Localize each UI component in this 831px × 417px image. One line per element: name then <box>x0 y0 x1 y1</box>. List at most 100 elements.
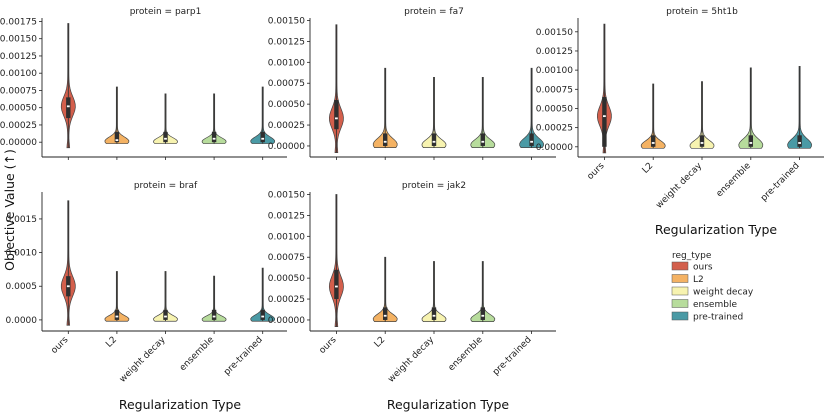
y-tick-label: 0.00025 <box>268 121 305 131</box>
panel-5ht1b: protein = 5ht1b 0.00000 0.00025 0.00050 0.00… <box>536 7 824 211</box>
legend-swatch-weight-decay <box>671 286 689 296</box>
median-marker <box>115 315 119 318</box>
x-tick-label: ensemble <box>715 161 754 200</box>
y-tick-label: 0.00050 <box>0 104 37 114</box>
x-tick-label: pre-trained <box>759 161 802 204</box>
panel-fa7: protein = fa7 0.00000 0.00025 0.00050 0.0007… <box>268 7 556 160</box>
x-axis-title-panel-jak2: Regularization Type <box>387 397 510 412</box>
legend-title: reg_type <box>672 251 712 261</box>
x-tick-label: L2 <box>373 335 388 350</box>
iqr-box <box>114 309 120 320</box>
legend-label-weight-decay: weight decay <box>693 288 754 298</box>
x-tick-label: weight decay <box>118 335 168 385</box>
y-tick-label: 0.00000 <box>536 143 573 153</box>
panel-braf: protein = braf 0.0000 0.0005 0.0010 0.0015 ou… <box>6 181 287 385</box>
y-tick-label: 0.00050 <box>536 104 573 114</box>
y-tick-label: 0.00000 <box>268 142 305 152</box>
y-tick-label: 0.00050 <box>268 274 305 284</box>
y-tick-label: 0.00125 <box>536 47 573 57</box>
y-axis-title: Objective Value (↑) <box>2 149 17 271</box>
median-marker <box>212 315 216 318</box>
y-tick-label: 0.00125 <box>0 52 37 62</box>
iqr-box <box>260 309 265 320</box>
y-tick-label: 0.0010 <box>6 249 38 259</box>
y-tick-label: 0.00125 <box>268 37 305 47</box>
y-tick-label: 0.00100 <box>268 232 305 242</box>
y-tick-label: 0.00175 <box>0 17 37 27</box>
median-marker <box>481 314 485 317</box>
legend-swatch-ours <box>671 261 689 271</box>
panel-title: protein = braf <box>134 181 198 191</box>
legend-label-ours: ours <box>693 263 713 273</box>
median-marker <box>335 117 338 120</box>
y-tick-label: 0.00025 <box>268 295 305 305</box>
panel-parp1: protein = parp1 0.00000 0.00025 0.00050 0.00… <box>0 7 287 160</box>
iqr-box <box>334 269 339 300</box>
legend-swatch-ensemble <box>671 299 689 308</box>
x-tick-label: pre-trained <box>222 335 265 378</box>
x-tick-label: ours <box>49 335 70 356</box>
x-tick-label: weight decay <box>654 161 704 211</box>
iqr-box <box>383 307 388 320</box>
y-tick-label: 0.00100 <box>0 69 37 79</box>
y-tick-label: 0.00150 <box>0 35 37 45</box>
iqr-box <box>699 135 705 147</box>
median-marker <box>700 142 704 144</box>
iqr-box <box>114 131 120 143</box>
median-marker <box>335 285 338 288</box>
x-axis-title-panel-braf: Regularization Type <box>119 397 242 412</box>
legend-swatch-pre-trained <box>671 311 689 321</box>
median-marker <box>164 315 167 318</box>
median-marker <box>66 105 70 108</box>
median-marker <box>432 140 436 143</box>
panel-jak2: protein = jak2 0.00000 0.00025 0.00050 0.000… <box>268 181 556 385</box>
median-marker <box>66 285 70 288</box>
panels: protein = parp1 0.00000 0.00025 0.00050 0.00… <box>0 7 824 385</box>
x-tick-label: ours <box>586 161 607 182</box>
y-tick-label: 0.00025 <box>0 121 37 131</box>
iqr-box <box>431 133 437 146</box>
x-tick-label: pre-trained <box>491 335 534 378</box>
iqr-box <box>431 307 437 320</box>
iqr-box <box>651 135 656 147</box>
y-tick-label: 0.00075 <box>268 253 305 263</box>
y-tick-label: 0.00100 <box>268 58 305 68</box>
y-tick-label: 0.00150 <box>268 17 305 27</box>
y-tick-label: 0.00075 <box>0 86 37 96</box>
median-marker <box>261 315 265 318</box>
iqr-box <box>480 307 485 320</box>
iqr-box <box>529 133 534 146</box>
x-axis-title-panel-5ht1b: Regularization Type <box>655 222 778 237</box>
iqr-box <box>163 309 168 320</box>
y-tick-label: 0.0000 <box>6 316 38 326</box>
iqr-box <box>66 97 71 119</box>
median-marker <box>749 142 753 144</box>
iqr-box <box>797 135 802 147</box>
legend-swatch-L2 <box>671 274 689 283</box>
y-tick-label: 0.00150 <box>536 28 573 38</box>
median-marker <box>651 142 655 144</box>
median-marker <box>164 137 167 140</box>
x-tick-label: ensemble <box>447 335 486 374</box>
iqr-box <box>260 131 265 143</box>
median-marker <box>383 140 387 143</box>
y-tick-label: 0.00125 <box>268 211 305 221</box>
median-marker <box>383 314 387 317</box>
panel-title: protein = fa7 <box>404 7 464 17</box>
legend: reg_type ours L2 weight decay ensemble pre-t… <box>671 251 754 323</box>
x-tick-label: ensemble <box>178 335 217 374</box>
legend-label-L2: L2 <box>693 275 704 285</box>
legend-label-ensemble: ensemble <box>693 300 737 310</box>
median-marker <box>603 115 606 118</box>
iqr-box <box>211 309 217 320</box>
x-tick-label: ours <box>318 335 339 356</box>
y-tick-label: 0.00150 <box>268 191 305 201</box>
y-tick-label: 0.00100 <box>536 66 573 76</box>
y-tick-label: 0.00000 <box>0 138 37 148</box>
median-marker <box>530 140 533 143</box>
y-tick-label: 0.0005 <box>6 282 38 292</box>
y-tick-label: 0.00050 <box>268 100 305 110</box>
iqr-box <box>383 133 388 146</box>
panel-title: protein = 5ht1b <box>666 7 738 17</box>
